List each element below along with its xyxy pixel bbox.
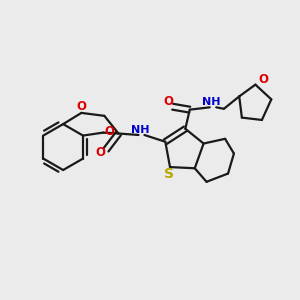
Text: O: O	[259, 73, 269, 86]
Text: NH: NH	[131, 125, 149, 135]
Text: S: S	[164, 167, 174, 182]
Text: O: O	[76, 100, 86, 113]
Text: O: O	[163, 95, 173, 108]
Text: O: O	[96, 146, 106, 159]
Text: O: O	[104, 125, 115, 138]
Text: NH: NH	[202, 97, 220, 107]
